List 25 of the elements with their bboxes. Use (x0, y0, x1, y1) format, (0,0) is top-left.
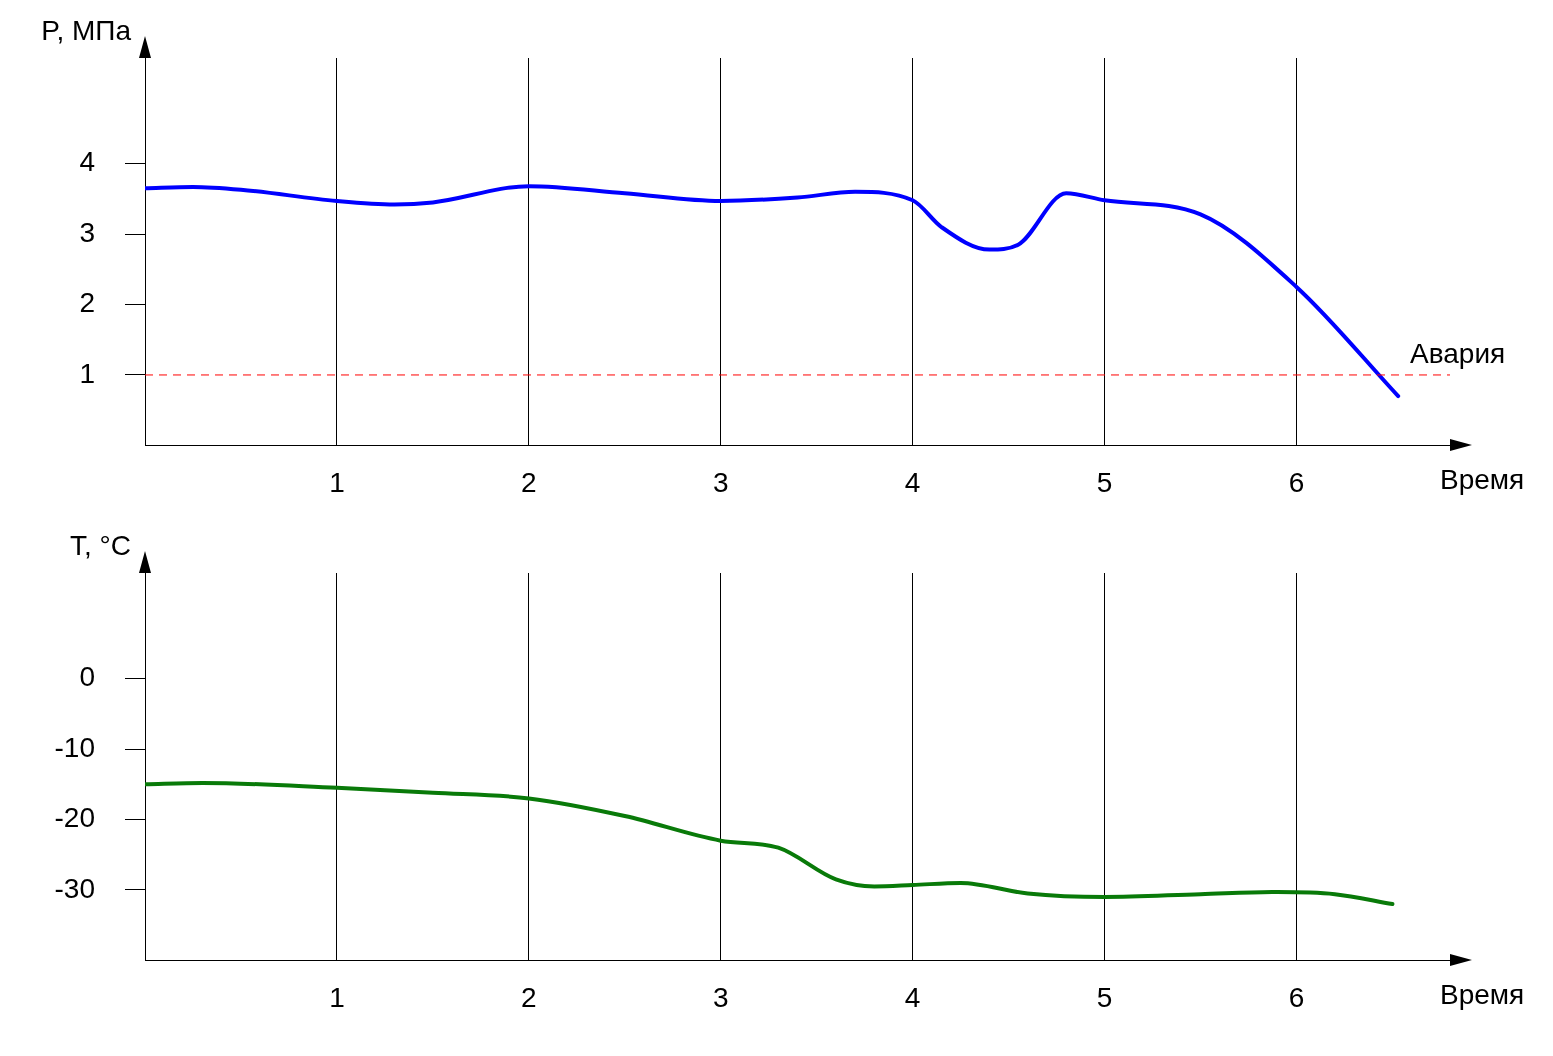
y-tick-label: -20 (54, 802, 95, 834)
y-tick-label: 1 (79, 357, 95, 389)
x-tick-label: 5 (1096, 981, 1113, 1013)
x-tick-label: 3 (712, 981, 729, 1013)
x-tick-label: 2 (521, 981, 537, 1013)
x-axis-title: Время (1440, 464, 1525, 496)
y-tick-label: -10 (54, 731, 95, 763)
x-tick-label: 6 (1288, 981, 1305, 1013)
x-tick-label: 4 (904, 981, 921, 1013)
y-tick-label: 0 (79, 661, 95, 693)
ref-line-label: Авария (1410, 337, 1506, 369)
x-tick-label: 1 (329, 466, 345, 498)
x-tick-label: 3 (712, 466, 729, 498)
y-axis-title: T, °C (70, 529, 131, 561)
x-axis-title: Время (1440, 979, 1525, 1011)
y-axis-title: P, МПа (41, 14, 132, 46)
y-tick-label: -30 (54, 872, 95, 904)
y-tick-label: 2 (79, 287, 95, 319)
x-tick-label: 4 (904, 466, 921, 498)
x-tick-label: 6 (1288, 466, 1305, 498)
y-tick-label: 3 (79, 216, 95, 248)
x-tick-label: 5 (1096, 466, 1113, 498)
x-tick-label: 1 (329, 981, 345, 1013)
y-tick-label: 4 (79, 146, 95, 178)
x-tick-label: 2 (521, 466, 537, 498)
